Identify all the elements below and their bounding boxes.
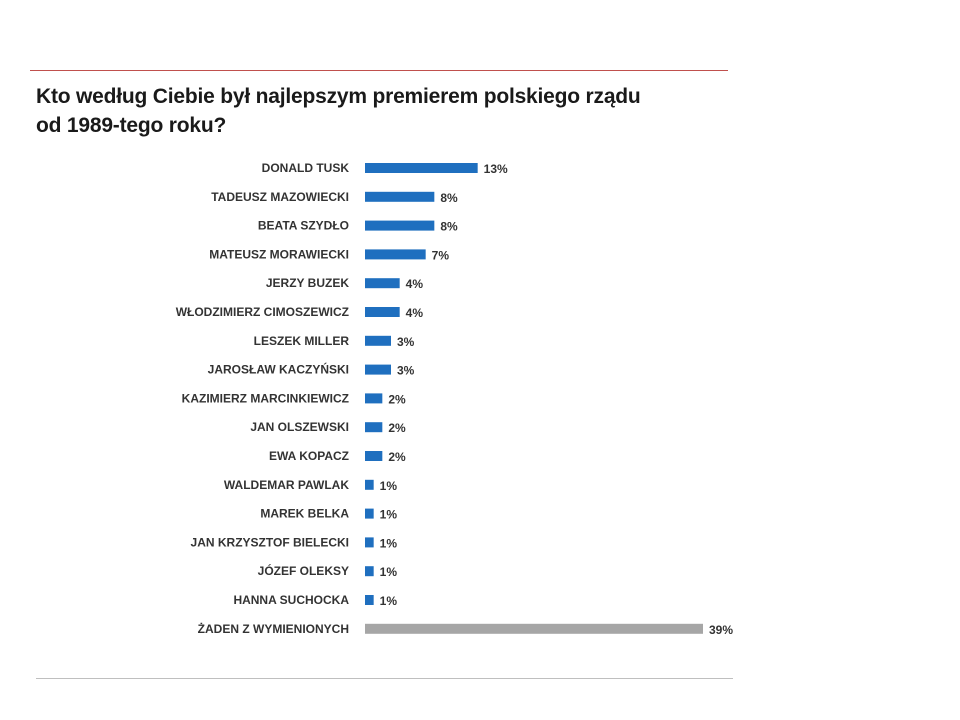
category-label: JAROSŁAW KACZYŃSKI <box>208 362 349 377</box>
chart-title-line-2: od 1989-tego roku? <box>36 114 227 137</box>
bar <box>365 191 435 202</box>
value-label: 8% <box>440 220 458 234</box>
value-label: 1% <box>380 594 398 608</box>
bar <box>365 335 391 346</box>
bar <box>365 163 478 173</box>
category-label: JÓZEF OLEKSY <box>258 563 349 578</box>
value-label: 7% <box>432 248 450 262</box>
bar <box>365 595 374 605</box>
category-label: WŁODZIMIERZ CIMOSZEWICZ <box>176 305 349 319</box>
value-label: 1% <box>380 508 398 522</box>
category-label: BEATA SZYDŁO <box>258 219 349 233</box>
bar <box>365 307 400 317</box>
value-label: 2% <box>388 421 406 435</box>
bar <box>365 508 374 519</box>
bar <box>365 537 374 548</box>
chart-title-line-1: Kto według Ciebie był najlepszym premier… <box>36 85 641 108</box>
category-label: LESZEK MILLER <box>254 334 350 348</box>
category-label: EWA KOPACZ <box>269 449 349 463</box>
category-label: ŻADEN Z WYMIENIONYCH <box>198 621 349 636</box>
value-label: 3% <box>397 335 415 349</box>
category-label: HANNA SUCHOCKA <box>233 593 349 607</box>
chart-title: Kto według Ciebie był najlepszym premier… <box>36 82 696 140</box>
bar <box>365 393 383 404</box>
value-label: 39% <box>709 623 733 637</box>
bar <box>365 422 383 433</box>
value-label: 13% <box>484 162 508 176</box>
bar <box>365 364 391 375</box>
value-label: 8% <box>440 191 458 205</box>
value-label: 1% <box>380 536 398 550</box>
category-label: JERZY BUZEK <box>266 276 349 290</box>
bar <box>365 451 383 461</box>
value-label: 2% <box>388 392 406 406</box>
bar <box>365 623 703 634</box>
category-label: JAN OLSZEWSKI <box>250 420 349 434</box>
category-label: MAREK BELKA <box>260 507 349 521</box>
value-label: 3% <box>397 364 415 378</box>
bar <box>365 278 400 289</box>
bar <box>365 566 374 577</box>
value-label: 4% <box>406 306 424 320</box>
category-label: WALDEMAR PAWLAK <box>224 478 349 492</box>
value-label: 4% <box>406 277 424 291</box>
category-label: TADEUSZ MAZOWIECKI <box>211 190 349 204</box>
category-label: DONALD TUSK <box>262 161 350 175</box>
value-label: 1% <box>380 565 398 579</box>
bar <box>365 479 374 490</box>
bottom-rule <box>36 678 733 679</box>
bar <box>365 220 435 231</box>
value-label: 2% <box>388 450 406 464</box>
category-label: MATEUSZ MORAWIECKI <box>209 247 349 261</box>
top-rule <box>30 70 728 71</box>
value-label: 1% <box>380 479 398 493</box>
category-label: KAZIMIERZ MARCINKIEWICZ <box>182 391 349 405</box>
category-label: JAN KRZYSZTOF BIELECKI <box>191 535 349 549</box>
bar <box>365 249 426 260</box>
